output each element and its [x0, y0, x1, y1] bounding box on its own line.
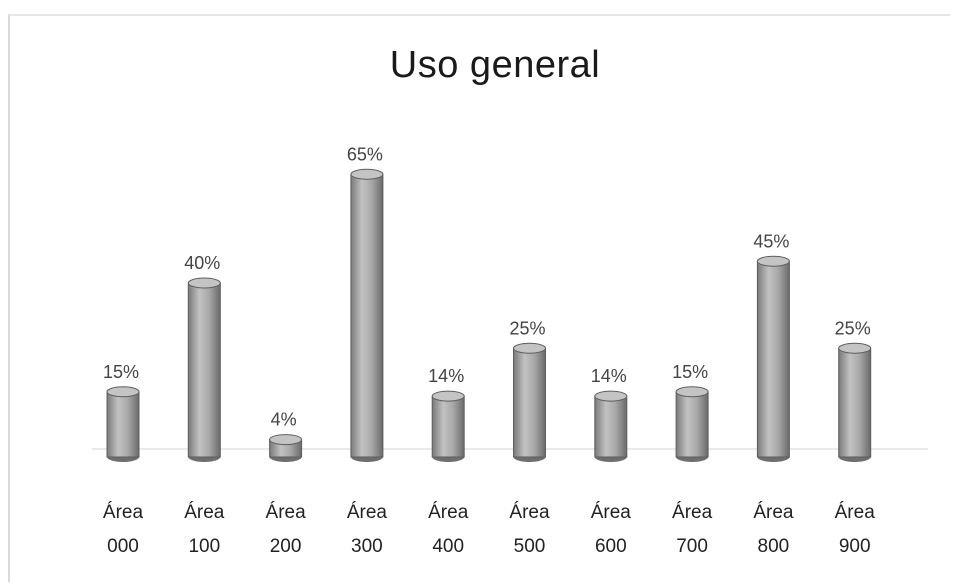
bar-área-700	[675, 386, 709, 462]
data-label: 25%	[509, 318, 545, 338]
data-label: 45%	[753, 231, 789, 251]
bar-área-400	[431, 390, 465, 462]
data-label: 40%	[184, 253, 220, 273]
data-label: 25%	[835, 318, 871, 338]
data-label: 15%	[672, 362, 708, 382]
x-tick-label: Área 100	[184, 502, 225, 557]
bar-área-800	[756, 255, 790, 462]
chart-frame	[8, 14, 950, 582]
data-label: 14%	[591, 366, 627, 386]
bar-área-900	[838, 342, 872, 462]
x-tick-label: Área 900	[835, 502, 876, 557]
bar-área-500	[513, 342, 546, 462]
bar-área-600	[594, 390, 628, 462]
bar-área-000	[106, 386, 140, 462]
data-label: 4%	[271, 410, 297, 430]
bar-área-200	[269, 434, 303, 462]
bar-área-100	[187, 277, 221, 462]
data-label: 14%	[428, 366, 464, 386]
chart-title: Uso general	[389, 44, 601, 86]
x-tick-label: Área 800	[753, 502, 794, 557]
x-tick-label: Área 600	[591, 502, 632, 557]
data-label: 65%	[347, 144, 383, 164]
x-tick-label: Área 400	[428, 502, 469, 557]
data-label: 15%	[103, 362, 139, 382]
bar-área-300	[350, 168, 384, 462]
x-tick-label: Área 000	[103, 502, 144, 557]
x-tick-label: Área 200	[266, 502, 307, 557]
x-tick-label: Área 300	[347, 502, 388, 557]
x-tick-label: Área 700	[672, 502, 713, 557]
x-tick-label: Área 500	[509, 502, 550, 557]
